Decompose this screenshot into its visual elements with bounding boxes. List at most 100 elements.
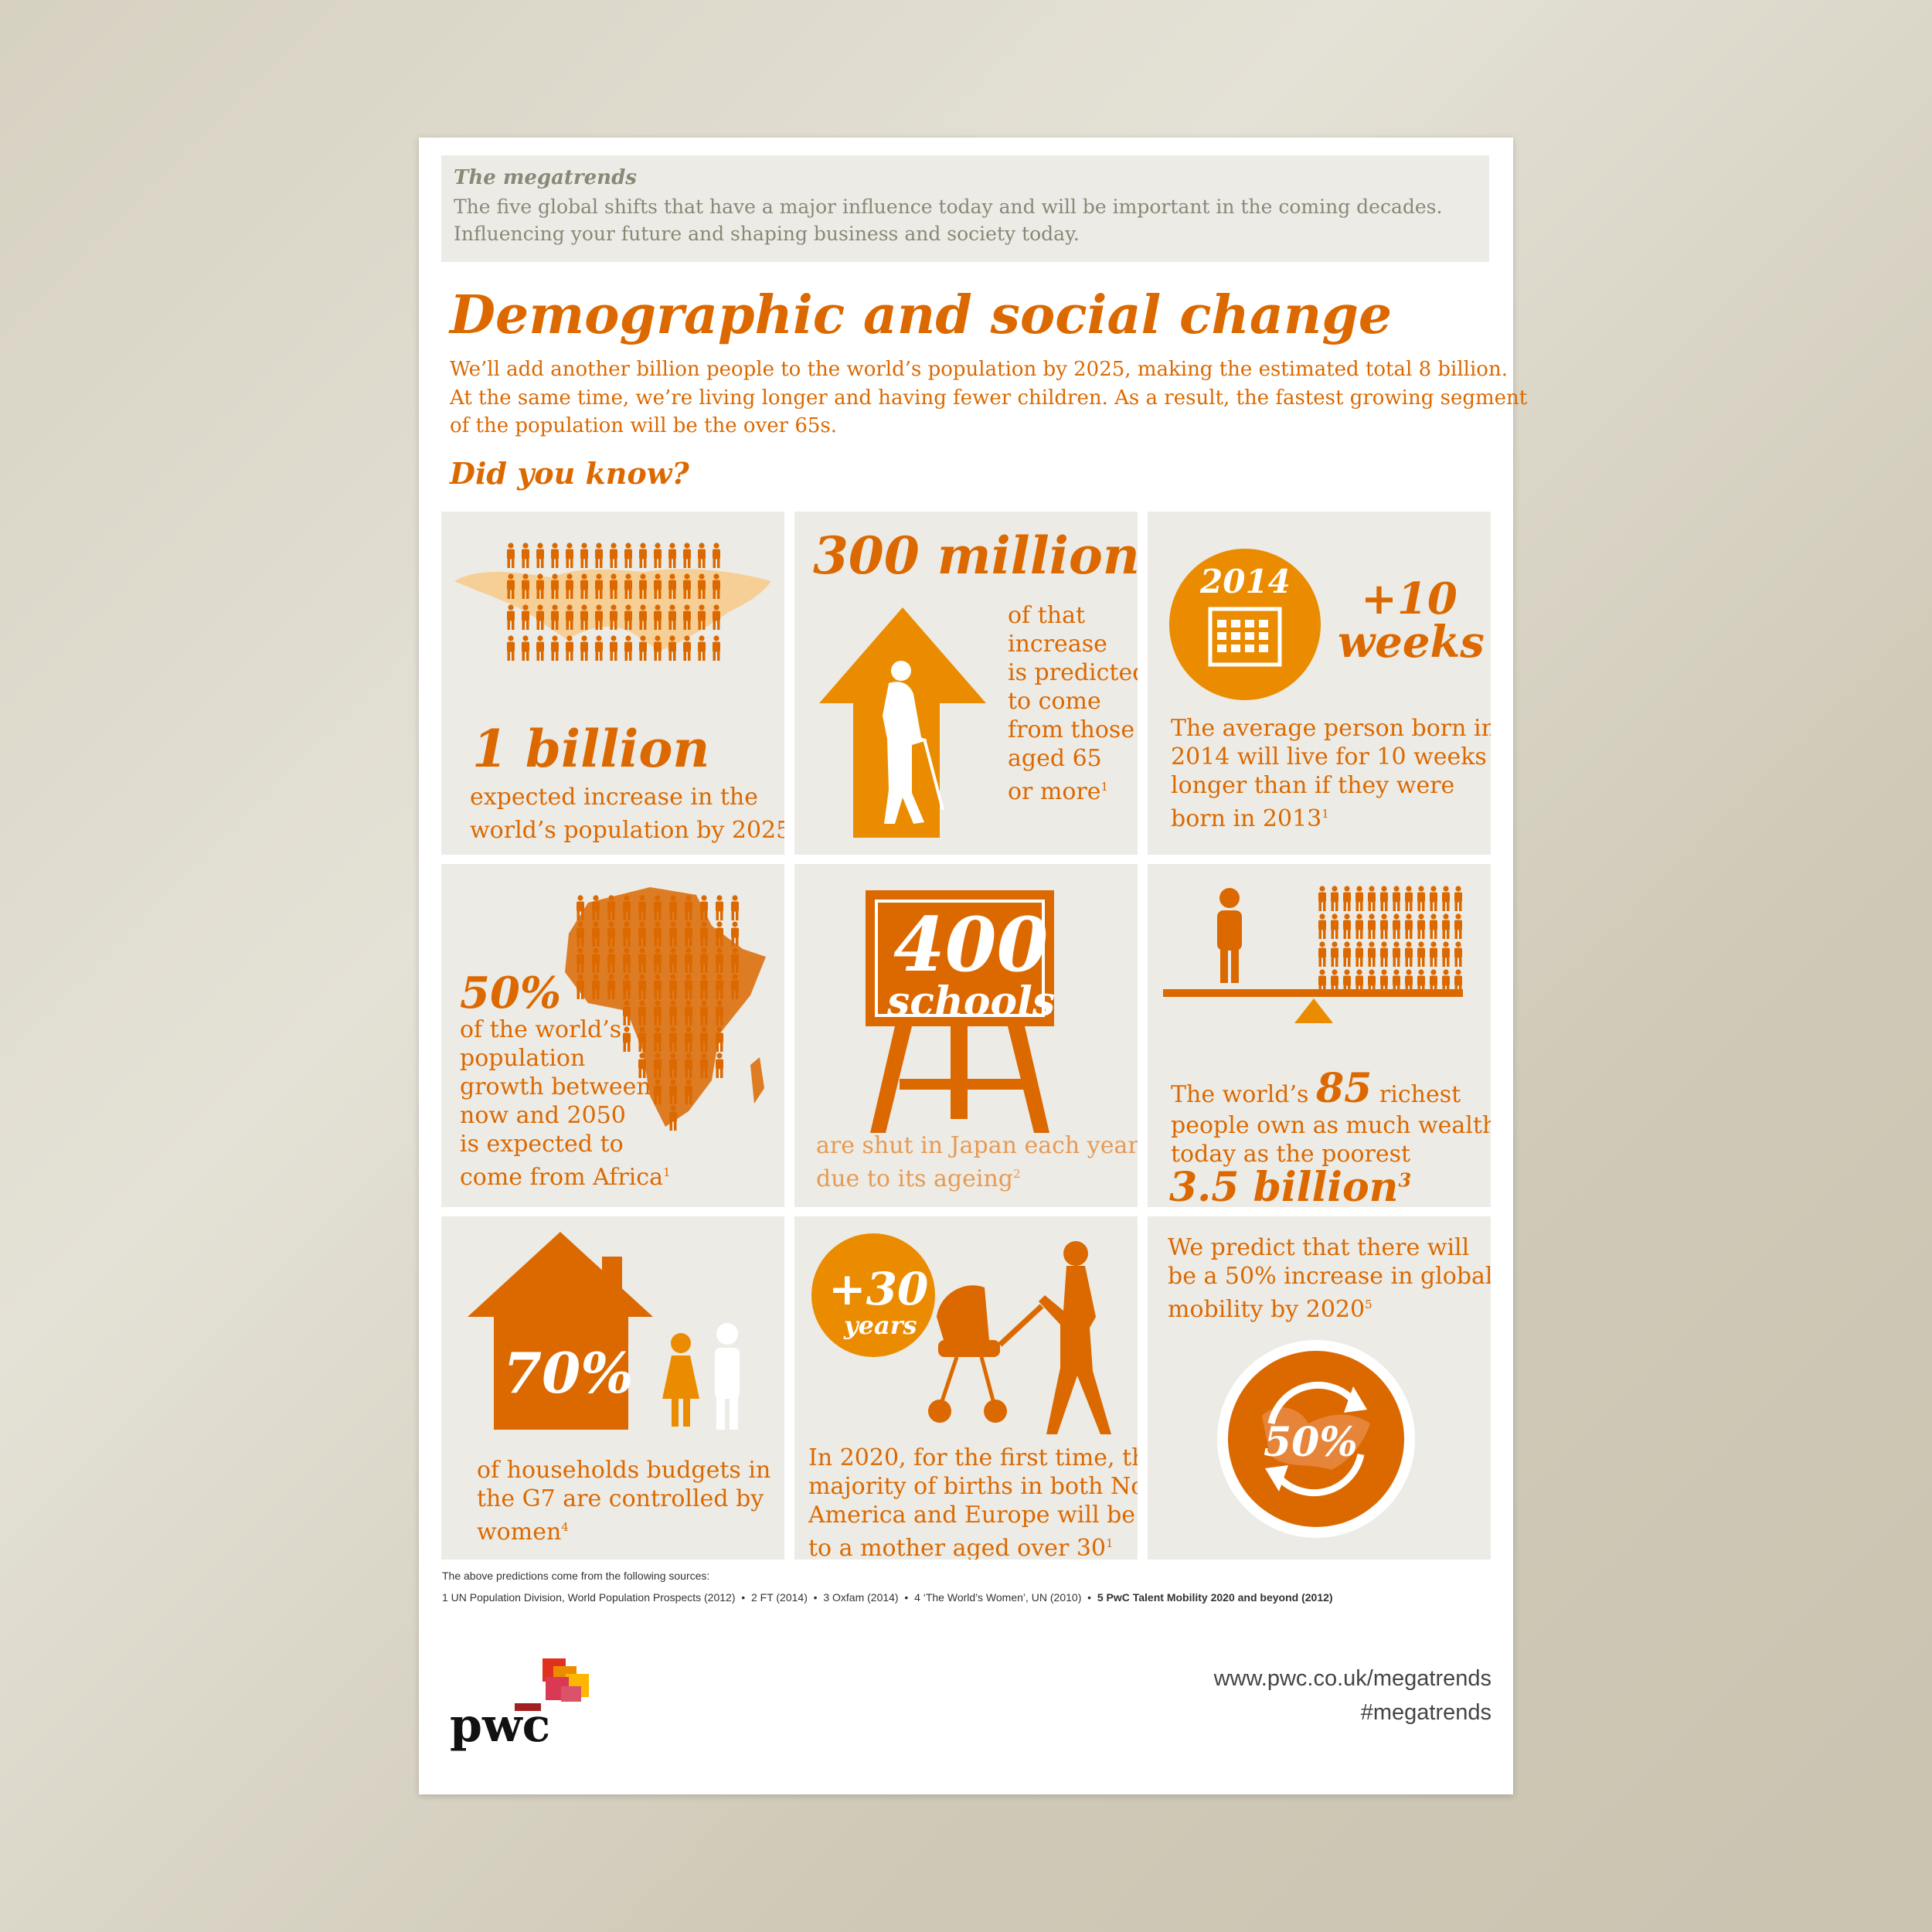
person-icon <box>696 573 708 600</box>
person-icon <box>1440 941 1452 968</box>
person-icon <box>729 895 741 921</box>
person-icon <box>636 921 648 947</box>
person-icon <box>710 543 723 569</box>
person-icon <box>534 543 546 569</box>
person-icon <box>607 573 620 600</box>
person-icon <box>651 921 664 947</box>
person-icon <box>651 974 664 1000</box>
footer-hashtag[interactable]: #megatrends <box>1360 1700 1492 1725</box>
globe-arrows-icon <box>1217 1340 1415 1538</box>
person-icon <box>621 947 633 974</box>
source-4: 4 ‘The World’s Women’, UN (2010) <box>914 1591 1082 1604</box>
person-icon <box>729 947 741 974</box>
p3-line-1: The average person born in <box>1171 715 1491 742</box>
p6-num-85: 85 <box>1315 1065 1372 1112</box>
person-icon <box>710 573 723 600</box>
person-icon <box>698 1000 710 1026</box>
person-icon <box>1316 969 1328 995</box>
person-icon <box>574 974 587 1000</box>
person-icon <box>667 1105 679 1131</box>
person-icon <box>667 974 679 1000</box>
person-icon <box>651 604 664 631</box>
person-icon <box>698 921 710 947</box>
person-icon <box>622 635 634 662</box>
did-you-know-heading: Did you know? <box>450 456 689 491</box>
person-icon <box>1378 941 1390 968</box>
p1-line-2: world’s population by 20251 <box>470 811 784 845</box>
person-icon <box>534 604 546 631</box>
person-icon <box>698 895 710 921</box>
person-icon <box>1341 941 1353 968</box>
person-icon <box>636 1026 648 1053</box>
person-icon <box>1415 969 1427 995</box>
person-icon <box>1403 941 1415 968</box>
panel-ten-weeks: 2014 +10 weeks The average person born i… <box>1148 512 1491 855</box>
person-icon <box>637 543 649 569</box>
person-icon <box>1353 941 1366 968</box>
person-icon <box>1390 886 1403 912</box>
person-icon <box>590 974 602 1000</box>
p5-line-2: due to its ageing2 <box>816 1160 1021 1193</box>
person-icon <box>1427 969 1440 995</box>
person-icon <box>713 1000 726 1026</box>
p4-ref: 1 <box>662 1165 671 1179</box>
p8-line-3: America and Europe will be <box>808 1502 1136 1529</box>
person-icon <box>1427 913 1440 940</box>
person-icon <box>593 573 605 600</box>
source-separator: • <box>741 1591 746 1604</box>
person-icon <box>563 604 576 631</box>
person-icon <box>549 573 561 600</box>
panel-mothers: +30 years In 2020, for the first time, t… <box>794 1216 1138 1560</box>
p4-line-6: come from Africa1 <box>460 1164 671 1191</box>
person-icon <box>666 573 679 600</box>
p2-line-2: increase <box>1008 631 1107 658</box>
person-icon <box>651 947 664 974</box>
person-icon <box>667 921 679 947</box>
p9-line-1: We predict that there will <box>1168 1234 1470 1261</box>
person-icon <box>698 947 710 974</box>
person-icon <box>1341 886 1353 912</box>
intro-line-1: We’ll add another billion people to the … <box>450 358 1508 381</box>
person-icon <box>651 543 664 569</box>
poster: The megatrends The five global shifts th… <box>419 138 1527 1794</box>
person-icon <box>1427 941 1440 968</box>
person-icon <box>578 635 590 662</box>
person-icon <box>622 543 634 569</box>
person-icon <box>621 895 633 921</box>
person-icon <box>696 635 708 662</box>
person-icon <box>519 573 532 600</box>
person-icon <box>1415 886 1427 912</box>
p4-line-3: growth between <box>460 1073 651 1100</box>
panel-one-billion: 1 billion expected increase in the world… <box>441 512 784 855</box>
p9-line-2: be a 50% increase in global <box>1168 1263 1491 1290</box>
p3-ref: 1 <box>1321 807 1329 821</box>
person-icon <box>1353 913 1366 940</box>
person-icon <box>534 635 546 662</box>
p5-ref: 2 <box>1013 1167 1021 1181</box>
panel-400-schools: 400 schools are shut in Japan each year … <box>794 864 1138 1207</box>
person-icon <box>682 921 695 947</box>
person-icon <box>1390 941 1403 968</box>
person-icon <box>1403 913 1415 940</box>
person-icon <box>519 635 532 662</box>
stat-400: 400 <box>893 901 1049 988</box>
person-icon <box>1366 886 1378 912</box>
person-icon <box>605 947 617 974</box>
footer-url[interactable]: www.pwc.co.uk/megatrends <box>1213 1666 1492 1691</box>
stat-one-billion: 1 billion <box>472 719 710 779</box>
page-title: Demographic and social change <box>450 284 1393 346</box>
person-icon <box>621 1000 633 1026</box>
person-icon <box>1328 886 1341 912</box>
person-icon <box>637 635 649 662</box>
person-icon <box>651 1053 664 1079</box>
person-icon <box>1452 913 1464 940</box>
p6-stat: 3.5 billion3 <box>1169 1164 1411 1207</box>
person-icon <box>1452 969 1464 995</box>
sources-list: 1 UN Population Division, World Populati… <box>442 1591 1333 1604</box>
person-icon <box>549 635 561 662</box>
person-icon <box>713 974 726 1000</box>
stat-50-percent: 50% <box>460 968 562 1019</box>
panel-300-million: 300 million of that increase is predicted t… <box>794 512 1138 855</box>
person-icon <box>713 1026 726 1053</box>
person-icon <box>651 1000 664 1026</box>
